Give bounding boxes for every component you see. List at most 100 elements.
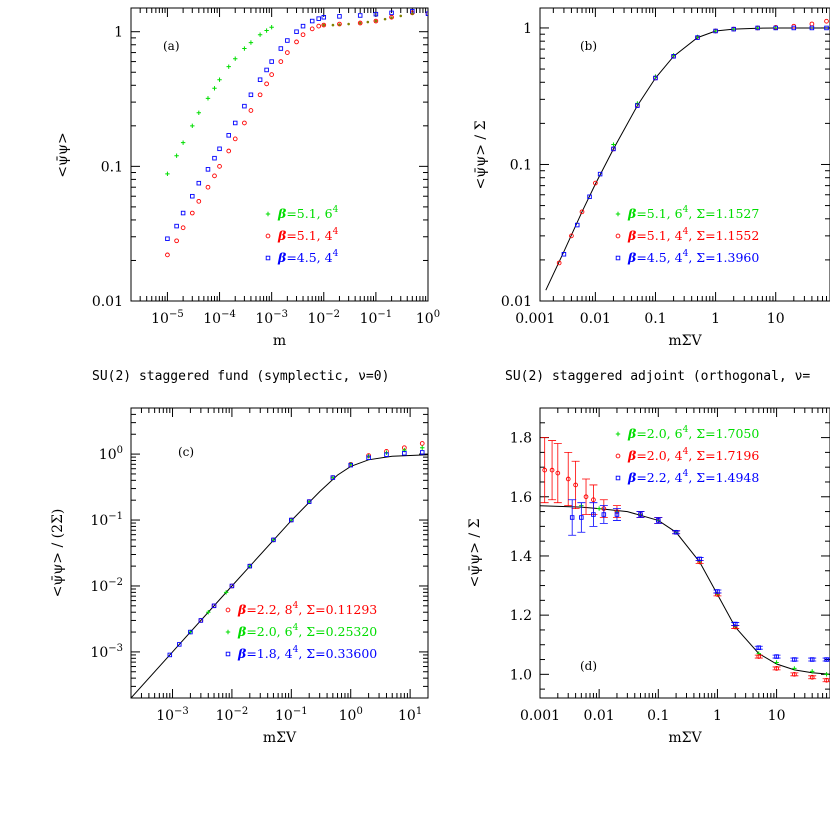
- square-marker: [198, 618, 204, 623]
- square-marker: [579, 515, 584, 520]
- x-axis-label: mΣV: [263, 730, 297, 746]
- x-tick-label: 10−5: [151, 309, 184, 327]
- error-bar: [571, 460, 580, 510]
- series: [540, 437, 830, 683]
- y-tick-label: 10−2: [90, 577, 123, 595]
- square-marker: [575, 222, 580, 228]
- square-marker: [225, 651, 231, 657]
- square-marker: [212, 155, 217, 161]
- x-tick-label: 0.01: [584, 708, 615, 724]
- y-tick-label: 1.6: [510, 490, 532, 506]
- circle-marker: [242, 120, 247, 126]
- square-marker: [373, 11, 379, 17]
- legend-entry: β=2.2, 44, Σ=1.4948: [627, 469, 759, 485]
- circle-marker: [774, 666, 779, 671]
- circle-marker: [316, 23, 322, 29]
- square-marker: [419, 450, 425, 455]
- plus-marker: [226, 64, 231, 69]
- square-marker: [306, 499, 312, 504]
- circle-marker: [373, 18, 379, 24]
- circle-marker: [583, 494, 589, 500]
- y-tick-label: 1: [523, 21, 532, 37]
- square-marker: [731, 26, 736, 32]
- plus-marker: [165, 171, 170, 177]
- circle-marker: [556, 260, 562, 266]
- square-marker: [791, 25, 797, 31]
- circle-marker: [205, 184, 211, 190]
- square-marker: [569, 515, 575, 520]
- square-marker: [316, 16, 321, 21]
- x-tick-label: 0.1: [644, 311, 666, 327]
- plot-frame: [539, 7, 830, 302]
- circle-marker: [269, 72, 275, 77]
- square-marker: [425, 11, 428, 16]
- circle-marker: [337, 21, 342, 27]
- circle-marker: [792, 671, 797, 677]
- square-marker: [656, 518, 661, 523]
- legend-entry: β=2.0, 64, Σ=1.7050: [627, 425, 759, 441]
- y-tick-label: 1.4: [510, 549, 532, 565]
- legend-entry: β=5.1, 64, Σ=1.1527: [627, 205, 759, 221]
- section-title-right: SU(2) staggered adjoint (orthogonal, ν=: [505, 369, 810, 384]
- dot-marker: [411, 12, 414, 16]
- series: [165, 25, 274, 177]
- square-marker: [402, 450, 407, 456]
- square-marker: [174, 223, 179, 229]
- x-axis-label: mΣV: [668, 333, 702, 349]
- square-marker: [196, 180, 202, 186]
- circle-marker: [257, 92, 263, 98]
- error-bar: [582, 478, 591, 515]
- theory-curve: [540, 505, 830, 675]
- x-tick-label: 100: [339, 706, 363, 724]
- square-marker: [357, 13, 363, 18]
- series: [579, 503, 829, 677]
- plot-area: [545, 18, 830, 291]
- square-marker: [165, 236, 170, 241]
- circle-marker: [284, 50, 290, 55]
- square-marker: [366, 455, 371, 461]
- x-tick-label: 0.001: [515, 311, 555, 327]
- dot-marker: [338, 23, 341, 26]
- square-marker: [824, 657, 829, 662]
- dot-marker: [399, 14, 403, 18]
- legend-entry: β=5.1, 44: [277, 227, 339, 243]
- square-marker: [601, 512, 607, 517]
- square-marker: [597, 171, 603, 177]
- circle-marker: [542, 467, 548, 473]
- x-tick-label: 10−4: [203, 309, 236, 327]
- plus-marker: [248, 40, 254, 45]
- square-marker: [614, 512, 620, 517]
- y-axis-label: <ψ̄ψ> / Σ: [467, 519, 483, 588]
- square-marker: [248, 92, 254, 98]
- square-marker: [226, 133, 231, 138]
- square-marker: [638, 512, 643, 517]
- plus-marker: [174, 153, 179, 158]
- error-bar: [754, 645, 763, 650]
- square-marker: [242, 103, 247, 109]
- circle-marker: [565, 476, 571, 482]
- circle-marker: [593, 180, 598, 186]
- square-marker: [653, 75, 658, 81]
- plus-marker: [212, 86, 217, 91]
- x-tick-label: 10−1: [275, 706, 308, 724]
- plus-marker: [242, 46, 247, 51]
- circle-marker: [248, 108, 254, 113]
- y-tick-label: 0.1: [510, 157, 532, 173]
- square-marker: [389, 10, 394, 16]
- square-marker: [695, 35, 700, 40]
- error-bar: [589, 502, 598, 527]
- square-marker: [180, 210, 186, 216]
- error-bar: [790, 657, 799, 662]
- error-bar: [713, 589, 722, 594]
- square-marker: [756, 645, 762, 650]
- circle-marker: [278, 59, 284, 64]
- plus-marker: [225, 629, 231, 635]
- x-tick-label: 10−3: [255, 309, 288, 327]
- square-marker: [561, 252, 567, 257]
- plus-marker: [223, 590, 229, 595]
- plot-frame: [539, 407, 830, 699]
- square-marker: [587, 194, 592, 200]
- plus-marker: [264, 28, 269, 33]
- dot-marker: [347, 22, 350, 26]
- square-marker: [285, 38, 290, 43]
